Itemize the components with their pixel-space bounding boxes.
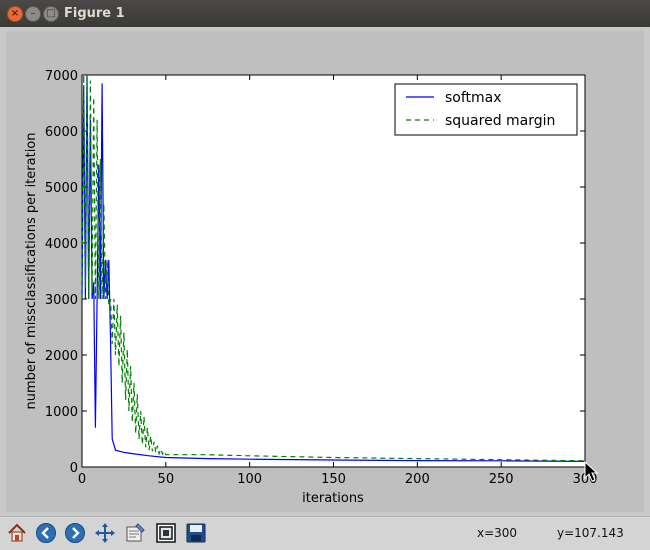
legend-box (394, 83, 578, 136)
y-tick-label: 3000 (45, 293, 78, 308)
y-tick-label: 4000 (45, 237, 78, 252)
mouse-cursor-icon (584, 460, 599, 482)
series-line-squared-margin (81, 74, 586, 462)
back-icon (36, 523, 56, 543)
legend: softmax squared margin (394, 83, 578, 136)
plot-area (81, 74, 586, 468)
zoom-to-rect-button[interactable] (153, 520, 179, 546)
home-button[interactable] (4, 520, 30, 546)
forward-icon (65, 523, 85, 543)
legend-label-softmax: softmax (445, 90, 502, 106)
figure-canvas-frame: 0 50 100 150 200 250 300 0 1000 2000 3000 4000 5000 6… (0, 27, 650, 516)
figure-area: 0 50 100 150 200 250 300 0 1000 2000 3000 4000 5000 6… (6, 31, 644, 512)
pan-icon (95, 523, 115, 543)
title-bar: × – □ Figure 1 (0, 0, 650, 27)
x-tick-label: 250 (489, 472, 514, 487)
close-icon[interactable]: × (7, 6, 23, 22)
save-button[interactable] (183, 520, 209, 546)
configure-subplots-button[interactable] (122, 520, 148, 546)
back-button[interactable] (33, 520, 59, 546)
x-axis-label: iterations (302, 491, 364, 506)
pan-button[interactable] (92, 520, 118, 546)
maximize-icon[interactable]: □ (43, 6, 59, 22)
x-tick-label: 100 (237, 472, 262, 487)
legend-label-squared-margin: squared margin (445, 113, 555, 129)
forward-button[interactable] (62, 520, 88, 546)
x-coordinate-readout: x=300 (477, 526, 518, 540)
y-tick-label: 5000 (45, 181, 78, 196)
y-tick-label: 1000 (45, 405, 78, 420)
y-axis-label: number of missclassifications per iterat… (24, 133, 39, 410)
x-tick-label: 150 (321, 472, 346, 487)
home-icon (8, 523, 26, 542)
x-tick-label: 200 (405, 472, 430, 487)
x-tick-label: 0 (78, 472, 86, 487)
window-title: Figure 1 (64, 6, 125, 21)
x-tick-label: 50 (158, 472, 175, 487)
zoom-to-rect-icon (156, 523, 176, 543)
line-chart[interactable]: 0 50 100 150 200 250 3000100020003000400050006… (6, 31, 644, 512)
configure-subplots-icon (126, 523, 145, 542)
y-coordinate-readout: y=107.143 (557, 526, 624, 540)
y-tick-label: 6000 (45, 125, 78, 140)
y-tick-label: 0 (70, 461, 78, 476)
save-icon (186, 523, 206, 543)
y-tick-label: 7000 (45, 69, 78, 84)
minimize-icon[interactable]: – (25, 6, 41, 22)
y-tick-label: 2000 (45, 349, 78, 364)
navigation-toolbar: x=300 y=107.143 (0, 516, 650, 550)
